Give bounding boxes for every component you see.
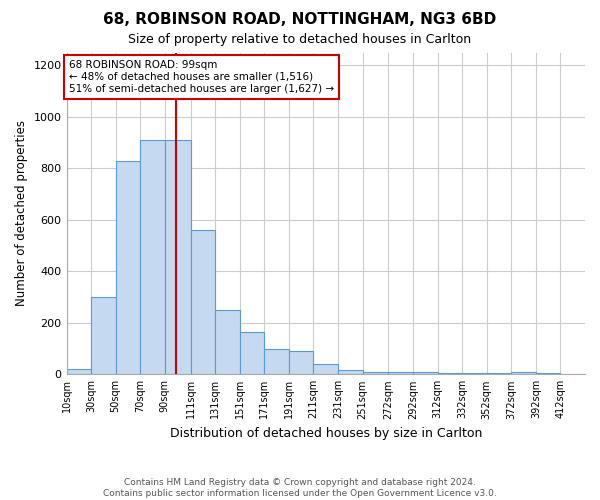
- Bar: [511, 372, 536, 374]
- Text: 68 ROBINSON ROAD: 99sqm
← 48% of detached houses are smaller (1,516)
51% of semi: 68 ROBINSON ROAD: 99sqm ← 48% of detache…: [69, 60, 334, 94]
- Bar: [265, 348, 289, 374]
- Bar: [191, 230, 215, 374]
- Bar: [388, 372, 413, 374]
- Bar: [487, 373, 511, 374]
- Bar: [67, 368, 91, 374]
- Text: Contains HM Land Registry data © Crown copyright and database right 2024.
Contai: Contains HM Land Registry data © Crown c…: [103, 478, 497, 498]
- Bar: [140, 140, 165, 374]
- Bar: [165, 140, 191, 374]
- Bar: [338, 370, 362, 374]
- Bar: [91, 297, 116, 374]
- Y-axis label: Number of detached properties: Number of detached properties: [15, 120, 28, 306]
- Bar: [240, 332, 265, 374]
- Bar: [289, 351, 313, 374]
- Text: 68, ROBINSON ROAD, NOTTINGHAM, NG3 6BD: 68, ROBINSON ROAD, NOTTINGHAM, NG3 6BD: [103, 12, 497, 28]
- Bar: [462, 373, 487, 374]
- Bar: [536, 373, 560, 374]
- Bar: [437, 373, 462, 374]
- Bar: [215, 310, 240, 374]
- Text: Size of property relative to detached houses in Carlton: Size of property relative to detached ho…: [128, 32, 472, 46]
- Bar: [362, 372, 388, 374]
- Bar: [413, 372, 437, 374]
- X-axis label: Distribution of detached houses by size in Carlton: Distribution of detached houses by size …: [170, 427, 482, 440]
- Bar: [116, 160, 140, 374]
- Bar: [313, 364, 338, 374]
